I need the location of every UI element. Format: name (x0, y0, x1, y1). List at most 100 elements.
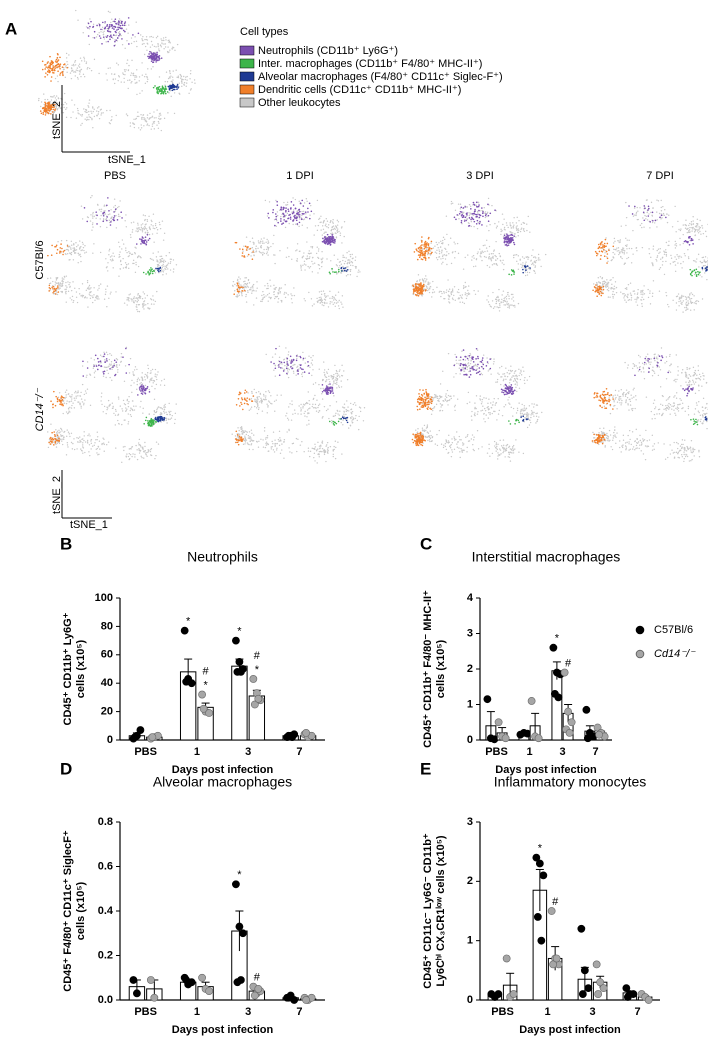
tsne-point (323, 361, 324, 362)
tsne-point (596, 252, 598, 254)
tsne-point (328, 379, 329, 380)
tsne-point (453, 242, 454, 243)
tsne-point (341, 267, 343, 269)
tsne-point (352, 265, 353, 266)
tsne-point (147, 79, 148, 80)
tsne-point (647, 209, 649, 211)
tsne-point (121, 22, 123, 24)
tsne-point (265, 242, 266, 243)
tsne-point (63, 107, 64, 108)
tsne-point (146, 454, 147, 455)
tsne-point (147, 219, 148, 220)
tsne-point (436, 242, 437, 243)
tsne-point (451, 263, 452, 264)
tsne-point (636, 213, 637, 214)
tsne-point (487, 204, 489, 206)
tsne-point (496, 306, 497, 307)
tsne-point (325, 223, 326, 224)
tsne-point (307, 208, 309, 210)
tsne-point (317, 230, 318, 231)
tsne-point (344, 221, 345, 222)
tsne-point (151, 68, 152, 69)
tsne-point (161, 380, 162, 381)
tsne-point (693, 223, 694, 224)
tsne-point (160, 420, 162, 422)
tsne-point (115, 414, 116, 415)
tsne-point (101, 43, 103, 45)
tsne-point (339, 265, 340, 266)
tsne-point (143, 119, 144, 120)
tsne-point (279, 346, 280, 347)
tsne-point (146, 374, 147, 375)
tsne-point (330, 375, 331, 376)
tsne-point (110, 291, 111, 292)
tsne-point (164, 385, 165, 386)
tsne-point (96, 25, 98, 27)
tsne-point (93, 364, 94, 365)
tsne-point (48, 103, 50, 105)
tsne-point (160, 88, 162, 90)
tsne-point (521, 224, 522, 225)
tsne-point (320, 297, 321, 298)
tsne-point (260, 301, 261, 302)
tsne-point (608, 290, 609, 291)
tsne-point (291, 201, 293, 203)
tsne-point (150, 378, 151, 379)
tsne-point (451, 201, 452, 202)
tsne-point (57, 81, 58, 82)
tsne-point (329, 242, 331, 244)
tsne-point (169, 49, 170, 50)
tsne-point (349, 259, 350, 260)
tsne-point (56, 283, 57, 284)
tsne-point (164, 379, 165, 380)
tsne-point (147, 386, 149, 388)
tsne-point (67, 446, 68, 447)
tsne-point (641, 303, 642, 304)
tsne-point (518, 235, 519, 236)
tsne-point (419, 280, 420, 281)
tsne-point (441, 263, 442, 264)
tsne-point (234, 284, 235, 285)
tsne-point (631, 262, 632, 263)
tsne-point (97, 298, 98, 299)
tsne-point (111, 367, 112, 368)
tsne-point (124, 48, 125, 49)
tsne-point (685, 255, 686, 256)
tsne-point (527, 272, 528, 273)
tsne-point (135, 366, 136, 367)
tsne-point (513, 305, 514, 306)
tsne-point (336, 230, 337, 231)
tsne-point (143, 387, 145, 389)
tsne-point (131, 300, 132, 301)
tsne-point (417, 251, 419, 253)
tsne-point (649, 227, 650, 228)
tsne-point (130, 448, 131, 449)
tsne-point (452, 251, 453, 252)
tsne-point (320, 302, 321, 303)
tsne-point (500, 256, 501, 257)
tsne-point (51, 432, 53, 434)
tsne-point (99, 24, 101, 26)
tsne-point (425, 280, 426, 281)
tsne-point (121, 408, 122, 409)
tsne-point (110, 259, 111, 260)
tsne-point (413, 292, 415, 294)
tsne-point (119, 33, 121, 35)
tsne-point (326, 296, 327, 297)
tsne-point (136, 94, 137, 95)
tsne-point (129, 453, 130, 454)
tsne-point (302, 376, 303, 377)
tsne-point (333, 225, 334, 226)
tsne-point (299, 211, 301, 213)
tsne-point (156, 441, 157, 442)
tsne-point (118, 423, 119, 424)
tsne-point (55, 405, 57, 407)
tsne-point (115, 447, 116, 448)
tsne-point (660, 248, 661, 249)
tsne-point (261, 301, 262, 302)
tsne-point (302, 213, 304, 215)
tsne-point (452, 290, 453, 291)
tsne-point (56, 432, 57, 433)
tsne-point (442, 242, 443, 243)
tsne-point (86, 61, 87, 62)
